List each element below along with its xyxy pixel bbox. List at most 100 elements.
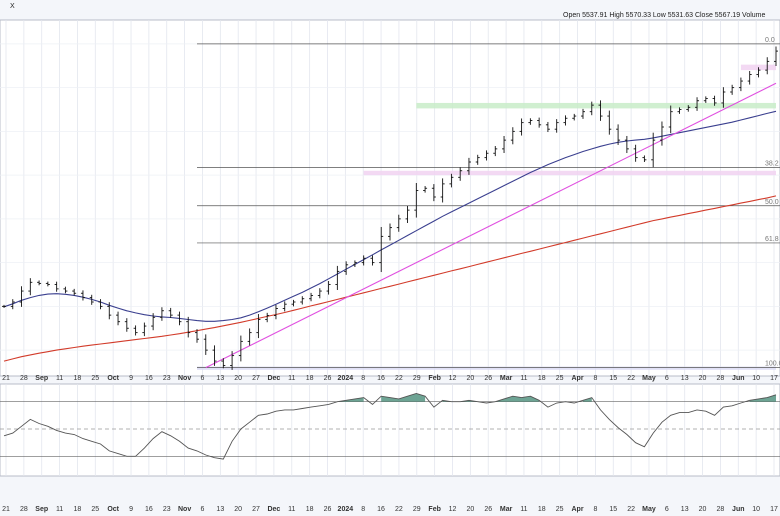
x-tick-label: 28: [717, 375, 725, 382]
x-tick-label: 25: [91, 506, 99, 513]
lavender-zone: [197, 366, 776, 370]
price-bar: [677, 107, 682, 114]
x-tick-label: Mar: [500, 506, 513, 513]
x-tick-label: 17: [770, 506, 778, 513]
x-tick-label: 11: [56, 506, 63, 513]
x-tick-label: 9: [129, 506, 133, 513]
moving-averages-layer: [3, 110, 777, 362]
price-bar: [203, 334, 208, 355]
price-bar: [545, 121, 550, 133]
x-tick-label: 20: [234, 506, 242, 513]
x-tick-label: 26: [484, 506, 492, 513]
x-tick-label: 6: [201, 506, 205, 513]
price-bar: [265, 312, 270, 323]
price-bar: [230, 351, 235, 370]
price-bar: [72, 288, 77, 296]
price-bar: [28, 278, 33, 296]
price-bar: [528, 118, 533, 125]
price-bar: [300, 296, 305, 305]
price-bar: [475, 154, 480, 165]
price-bar: [633, 144, 638, 162]
price-bar: [484, 150, 489, 161]
support-trendline: [205, 82, 777, 369]
fib-level-label: 61.8: [765, 236, 779, 243]
x-tick-label: 13: [681, 375, 689, 382]
x-tick-label: Jun: [732, 375, 744, 382]
price-bar: [107, 302, 112, 320]
price-bar: [396, 214, 401, 232]
price-bar: [458, 167, 463, 181]
x-tick-label: 18: [306, 375, 314, 382]
price-bar: [168, 307, 173, 318]
price-bar: [449, 173, 454, 188]
x-tick-label: 20: [234, 375, 242, 382]
price-bar: [721, 87, 726, 108]
x-tick-label: 25: [556, 375, 564, 382]
x-tick-label: 18: [74, 506, 82, 513]
x-tick-label: 16: [145, 506, 153, 513]
price-bar: [598, 100, 603, 121]
price-bar: [195, 329, 199, 343]
x-tick-label: 6: [665, 506, 669, 513]
x-tick-label: 18: [74, 375, 82, 382]
price-bar: [98, 299, 103, 310]
x-tick-label: 13: [681, 506, 689, 513]
price-bar: [221, 358, 226, 369]
price-bar: [186, 316, 191, 338]
price-bar: [388, 223, 392, 241]
price-bar: [142, 322, 147, 337]
price-bar: [116, 311, 121, 326]
x-tick-label: Sep: [35, 375, 48, 382]
price-bar: [423, 186, 428, 193]
price-bar: [37, 280, 42, 286]
x-tick-label: 2024: [338, 506, 354, 513]
x-tick-label: Oct: [107, 375, 119, 382]
x-tick-label: 25: [556, 506, 564, 513]
price-bar: [352, 260, 357, 267]
price-bar: [273, 304, 278, 320]
price-bar: [238, 335, 243, 362]
x-tick-label: 6: [201, 375, 205, 382]
price-bars-layer: [2, 46, 778, 370]
x-tick-label: 17: [770, 375, 778, 382]
x-tick-label: 22: [395, 506, 403, 513]
price-bar: [440, 178, 445, 203]
price-bar: [89, 294, 94, 305]
x-tick-label: 11: [520, 375, 527, 382]
price-bar: [765, 57, 770, 75]
ma-short-line: [3, 110, 777, 322]
price-bar: [256, 314, 261, 339]
x-tick-label: 15: [609, 375, 617, 382]
price-bar: [537, 117, 542, 128]
price-bar: [361, 255, 366, 266]
price-bar: [45, 281, 50, 287]
x-tick-label: Apr: [572, 506, 584, 513]
price-bar: [63, 286, 68, 294]
x-tick-label: 27: [252, 506, 260, 513]
price-bar: [502, 135, 507, 154]
grid-layer: [0, 19, 780, 477]
x-tick-label: 11: [520, 506, 527, 513]
price-bar: [703, 96, 708, 103]
fib-level-label: 0.0: [765, 37, 775, 44]
price-bar: [344, 261, 349, 275]
price-bar: [730, 84, 735, 95]
x-tick-label: 29: [413, 375, 421, 382]
x-tick-label: 28: [717, 506, 725, 513]
price-bar: [151, 313, 156, 331]
price-bar: [54, 281, 59, 292]
x-tick-label: 10: [752, 375, 760, 382]
x-tick-label: 16: [377, 375, 385, 382]
x-tick-label: Jun: [732, 506, 744, 513]
price-bar: [659, 121, 664, 146]
x-tick-label: May: [642, 506, 656, 513]
price-bar: [335, 265, 340, 290]
price-panel-bg: [0, 19, 780, 377]
x-tick-label: 22: [627, 375, 635, 382]
x-tick-label: 6: [665, 375, 669, 382]
x-tick-label: 13: [216, 506, 224, 513]
x-tick-label: 9: [129, 375, 133, 382]
price-bar: [493, 146, 498, 157]
price-bar: [510, 127, 515, 145]
